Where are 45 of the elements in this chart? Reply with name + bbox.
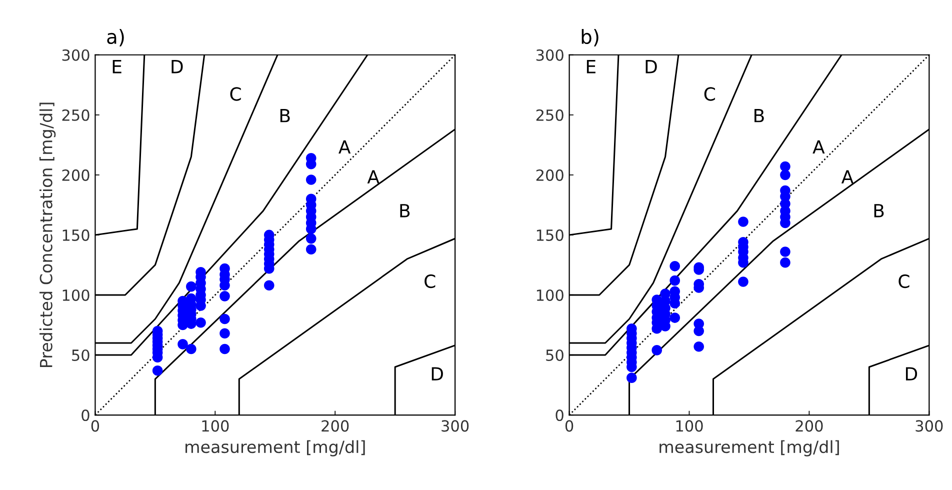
y-tick-label: 100 [536, 289, 564, 301]
y-tick-label: 50 [72, 349, 90, 362]
y-tick-label: 100 [62, 289, 90, 301]
annotation: C [898, 274, 910, 288]
x-axis-title: measurement [mg/dl] [660, 440, 839, 456]
y-tick-label: 150 [62, 229, 90, 241]
annotation: D [432, 367, 443, 380]
y-tick-label: 150 [536, 229, 564, 241]
y-axis-title: Predicted Concentration [mg/dl] [39, 102, 56, 368]
y-tick-label: 0 [556, 409, 564, 422]
x-tick-label: 0 [565, 420, 574, 432]
chart-title: b) [582, 28, 598, 46]
x-tick-label: 300 [442, 420, 469, 432]
annotation: B [400, 204, 410, 218]
annotation: E [112, 60, 122, 74]
y-tick-label: 300 [62, 49, 90, 61]
x-tick-label: 200 [322, 420, 349, 432]
x-tick-label: 200 [796, 420, 823, 432]
y-tick-label: 250 [62, 109, 90, 121]
annotation: C [704, 87, 715, 101]
y-tick-label: 250 [536, 109, 564, 121]
annotation: B [280, 109, 290, 122]
x-tick-label: 300 [916, 420, 943, 432]
chart-title: a) [107, 29, 124, 46]
annotation: B [874, 204, 884, 218]
annotation: B [754, 109, 764, 122]
annotation: D [172, 60, 183, 74]
annotation: E [586, 60, 596, 74]
annotation: C [230, 87, 241, 101]
annotation: C [424, 274, 436, 288]
annotation: A [841, 170, 854, 184]
y-tick-label: 50 [546, 349, 564, 362]
x-axis-title: measurement [mg/dl] [186, 440, 365, 456]
y-tick-label: 200 [536, 169, 564, 181]
y-tick-label: 0 [82, 409, 90, 422]
y-tick-label: 200 [62, 169, 90, 181]
annotation: D [906, 367, 918, 380]
x-tick-label: 0 [91, 420, 100, 432]
annotation: A [812, 140, 825, 154]
x-tick-label: 100 [202, 420, 229, 432]
y-tick-label: 300 [536, 49, 564, 61]
x-tick-label: 100 [676, 420, 703, 432]
annotation: A [367, 170, 380, 184]
annotation: D [646, 60, 657, 74]
annotation: A [338, 140, 351, 154]
